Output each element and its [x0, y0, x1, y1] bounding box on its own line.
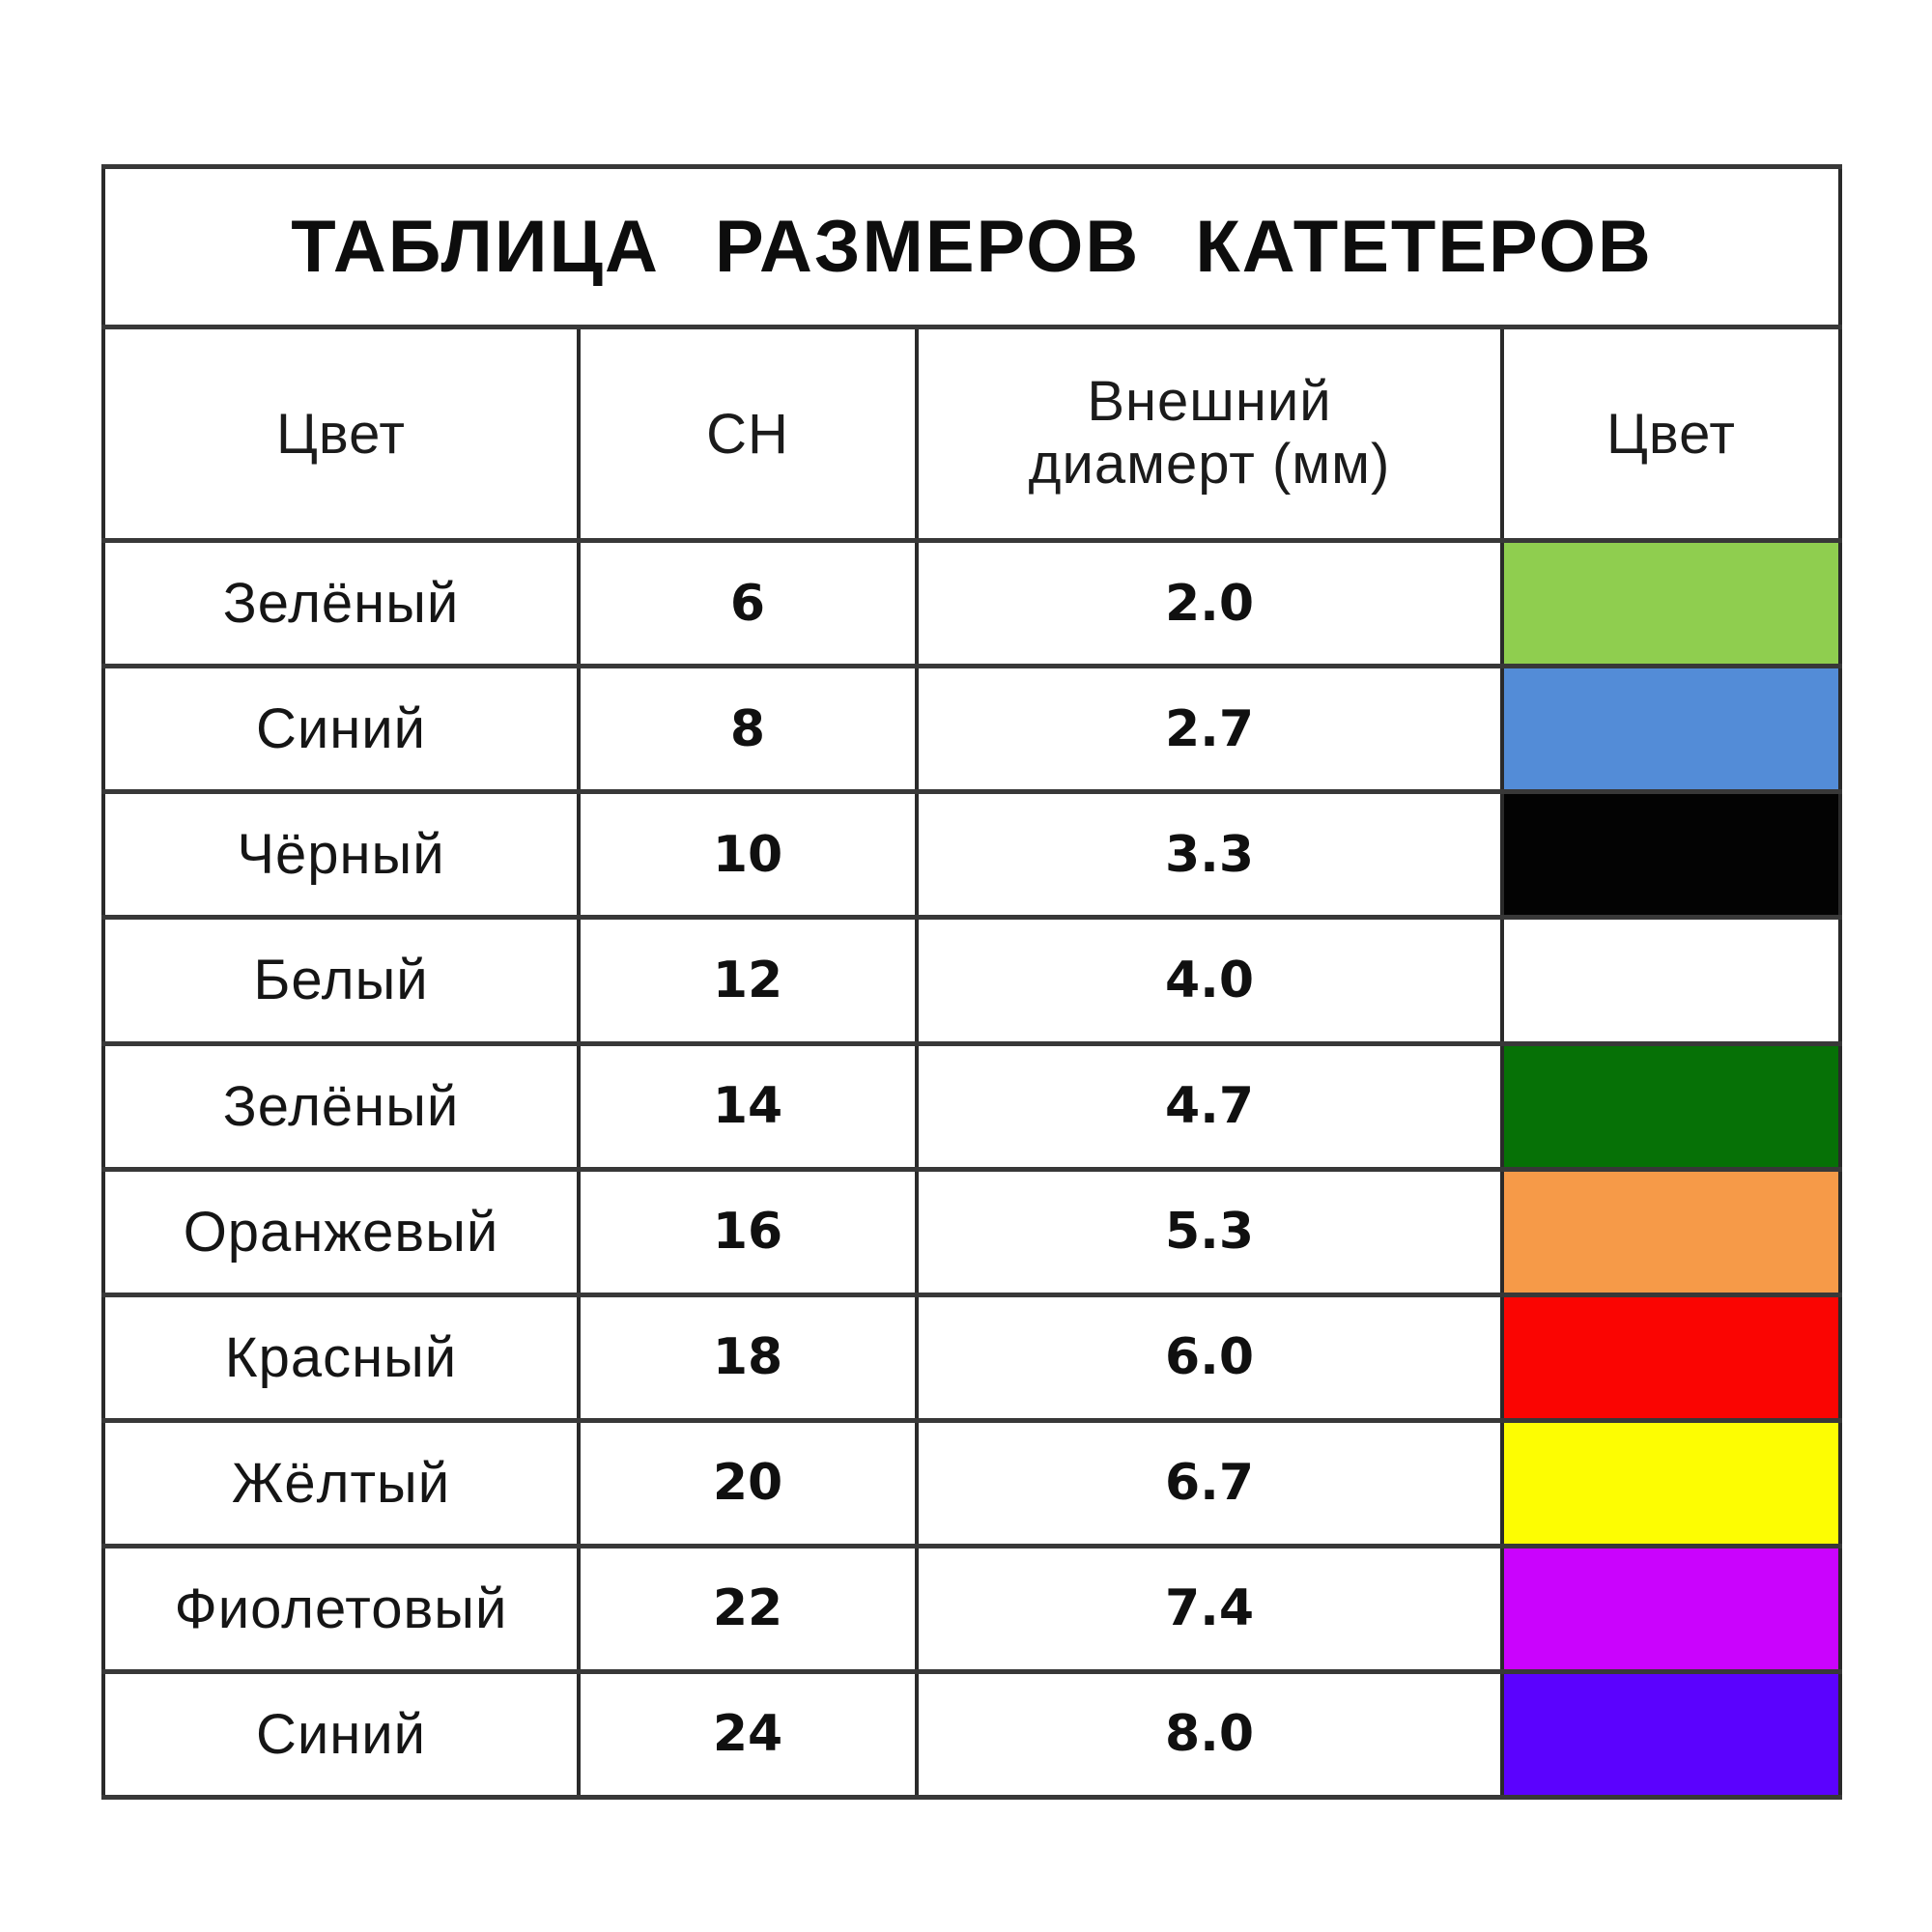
diameter-cell: 6.7 [915, 1417, 1504, 1548]
header-row: Цвет CH Внешний диамерт (мм) Цвет [101, 325, 1843, 544]
table-row: Оранжевый 16 5.3 [101, 1166, 1843, 1297]
diameter-cell: 4.7 [915, 1040, 1504, 1172]
color-swatch [1499, 1668, 1843, 1801]
diameter-cell: 5.3 [915, 1166, 1504, 1297]
table-row: Фиолетовый 22 7.4 [101, 1543, 1843, 1674]
color-name-cell: Красный [101, 1292, 581, 1423]
table-title: ТАБЛИЦА РАЗМЕРОВ КАТЕТЕРОВ [100, 163, 1843, 330]
diameter-cell: 2.7 [915, 664, 1504, 795]
ch-cell: 18 [577, 1292, 919, 1423]
table-row: Зелёный 6 2.0 [101, 538, 1843, 669]
diameter-cell: 7.4 [915, 1543, 1504, 1674]
color-swatch [1499, 664, 1843, 795]
title-row: ТАБЛИЦА РАЗМЕРОВ КАТЕТЕРОВ [100, 163, 1843, 330]
ch-cell: 24 [577, 1668, 919, 1801]
table-row: Красный 18 6.0 [101, 1292, 1843, 1423]
color-swatch [1499, 915, 1843, 1046]
color-name-cell: Синий [101, 664, 581, 795]
color-swatch [1499, 1292, 1843, 1423]
catheter-size-table: ТАБЛИЦА РАЗМЕРОВ КАТЕТЕРОВ Цвет CH Внешн… [100, 163, 1843, 1801]
ch-cell: 6 [577, 538, 919, 669]
diameter-cell: 8.0 [915, 1668, 1504, 1801]
color-swatch [1499, 1543, 1843, 1674]
color-swatch [1499, 1040, 1843, 1172]
diameter-cell: 6.0 [915, 1292, 1504, 1423]
table-row: Белый 12 4.0 [101, 915, 1843, 1046]
color-name-cell: Зелёный [101, 538, 581, 669]
ch-cell: 8 [577, 664, 919, 795]
color-name-cell: Оранжевый [101, 1166, 581, 1297]
ch-cell: 10 [577, 789, 919, 921]
color-name-cell: Белый [101, 915, 581, 1046]
ch-cell: 14 [577, 1040, 919, 1172]
table-row: Чёрный 10 3.3 [101, 789, 1843, 921]
header-outer-diameter-line1: Внешний [1087, 370, 1332, 434]
diameter-cell: 4.0 [915, 915, 1504, 1046]
header-color-name: Цвет [101, 325, 581, 544]
diameter-cell: 3.3 [915, 789, 1504, 921]
table-row: Зелёный 14 4.7 [101, 1040, 1843, 1172]
color-name-cell: Фиолетовый [101, 1543, 581, 1674]
color-swatch [1499, 1166, 1843, 1297]
ch-cell: 12 [577, 915, 919, 1046]
header-outer-diameter: Внешний диамерт (мм) [915, 325, 1504, 544]
color-swatch [1499, 538, 1843, 669]
diameter-cell: 2.0 [915, 538, 1504, 669]
table-row: Жёлтый 20 6.7 [101, 1417, 1843, 1548]
color-name-cell: Зелёный [101, 1040, 581, 1172]
ch-cell: 16 [577, 1166, 919, 1297]
ch-cell: 20 [577, 1417, 919, 1548]
color-name-cell: Жёлтый [101, 1417, 581, 1548]
header-outer-diameter-line2: диамерт (мм) [1028, 433, 1391, 497]
color-swatch [1499, 1417, 1843, 1548]
color-name-cell: Чёрный [101, 789, 581, 921]
header-color-swatch: Цвет [1499, 325, 1843, 544]
table-row: Синий 24 8.0 [101, 1668, 1843, 1801]
ch-cell: 22 [577, 1543, 919, 1674]
color-swatch [1499, 789, 1843, 921]
table-row: Синий 8 2.7 [101, 664, 1843, 795]
header-ch: CH [577, 325, 919, 544]
color-name-cell: Синий [101, 1668, 581, 1801]
